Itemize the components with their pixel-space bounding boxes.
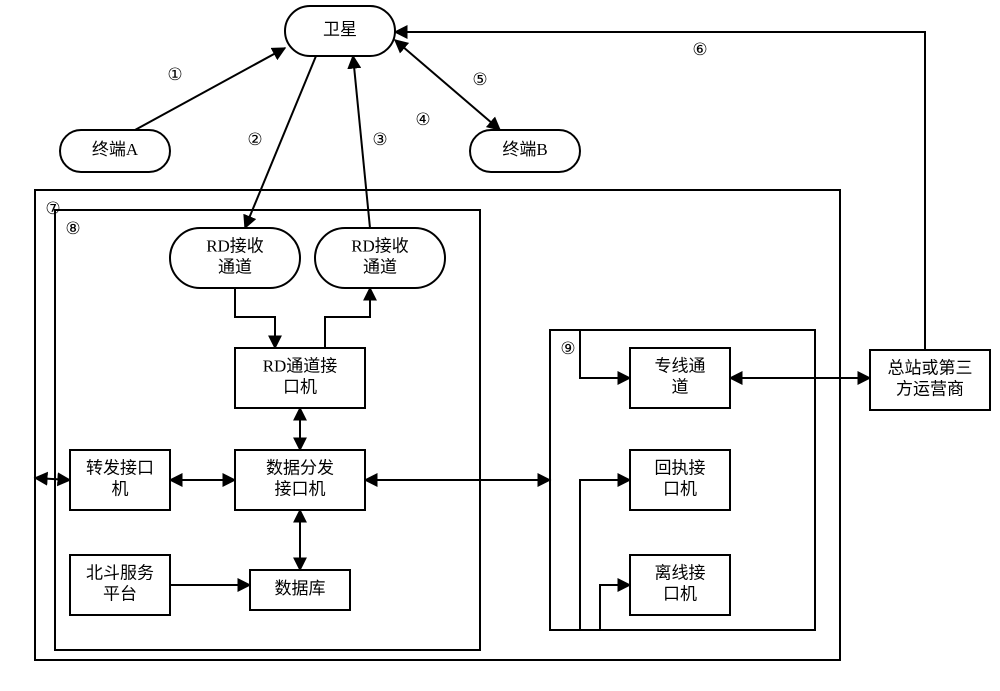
node-rd_recv_2-label-0: RD接收 <box>351 236 409 255</box>
node-terminalA-label-0: 终端A <box>92 140 139 159</box>
node-satellite: 卫星 <box>285 6 395 56</box>
node-satellite-label-0: 卫星 <box>323 20 357 39</box>
node-data_dist_if-label-1: 接口机 <box>275 479 326 498</box>
container-label-inner8: ⑧ <box>65 219 80 238</box>
node-forward_if-label-0: 转发接口 <box>86 458 154 477</box>
node-receipt_if-label-0: 回执接 <box>655 458 706 477</box>
node-main_station-label-1: 方运营商 <box>896 379 964 398</box>
node-database-label-0: 数据库 <box>275 579 326 598</box>
node-dedicated_line-label-0: 专线通 <box>655 356 706 375</box>
edge-label-0: ① <box>167 65 182 84</box>
diagram-canvas: ⑦⑧⑨卫星终端A终端BRD接收通道RD接收通道RD通道接口机转发接口机数据分发接… <box>0 0 1000 691</box>
container-label-inner9: ⑨ <box>560 339 575 358</box>
edge-14 <box>580 480 630 630</box>
edge-0 <box>135 48 285 130</box>
node-rd_channel_if: RD通道接口机 <box>235 348 365 408</box>
node-rd_recv_2-label-1: 通道 <box>363 257 397 276</box>
node-beidou_platform: 北斗服务平台 <box>70 555 170 615</box>
edge-label-4: ⑤ <box>472 70 487 89</box>
node-terminalB: 终端B <box>470 130 580 172</box>
edge-5 <box>235 288 275 348</box>
node-offline_if-label-0: 离线接 <box>655 563 706 582</box>
edge-11 <box>35 478 70 480</box>
node-rd_channel_if-label-1: 口机 <box>283 377 317 396</box>
node-dedicated_line-label-1: 道 <box>672 377 689 396</box>
edge-label-2: ③ <box>372 130 387 149</box>
node-rd_recv_1-label-1: 通道 <box>218 257 252 276</box>
edge-label-3: ④ <box>415 110 430 129</box>
node-offline_if: 离线接口机 <box>630 555 730 615</box>
node-forward_if: 转发接口机 <box>70 450 170 510</box>
node-forward_if-label-1: 机 <box>112 479 129 498</box>
node-main_station: 总站或第三方运营商 <box>870 350 990 410</box>
edge-2 <box>353 56 370 228</box>
node-rd_recv_1: RD接收通道 <box>170 228 300 288</box>
edge-13 <box>580 330 630 378</box>
container-label-outer: ⑦ <box>45 199 60 218</box>
edge-label-1: ② <box>247 130 262 149</box>
node-rd_recv_2: RD接收通道 <box>315 228 445 288</box>
node-offline_if-label-1: 口机 <box>663 584 697 603</box>
node-data_dist_if: 数据分发接口机 <box>235 450 365 510</box>
node-beidou_platform-label-0: 北斗服务 <box>86 563 154 582</box>
edge-6 <box>325 288 370 348</box>
node-rd_recv_1-label-0: RD接收 <box>206 236 264 255</box>
edge-label-5: ⑥ <box>692 40 707 59</box>
node-dedicated_line: 专线通道 <box>630 348 730 408</box>
node-rd_channel_if-label-0: RD通道接 <box>263 356 338 375</box>
edge-15 <box>600 585 630 630</box>
node-data_dist_if-label-0: 数据分发 <box>266 458 334 477</box>
node-terminalA: 终端A <box>60 130 170 172</box>
node-receipt_if-label-1: 口机 <box>663 479 697 498</box>
node-beidou_platform-label-1: 平台 <box>103 584 137 603</box>
node-database: 数据库 <box>250 570 350 610</box>
node-main_station-label-0: 总站或第三 <box>888 358 973 377</box>
node-receipt_if: 回执接口机 <box>630 450 730 510</box>
node-terminalB-label-0: 终端B <box>502 140 547 159</box>
